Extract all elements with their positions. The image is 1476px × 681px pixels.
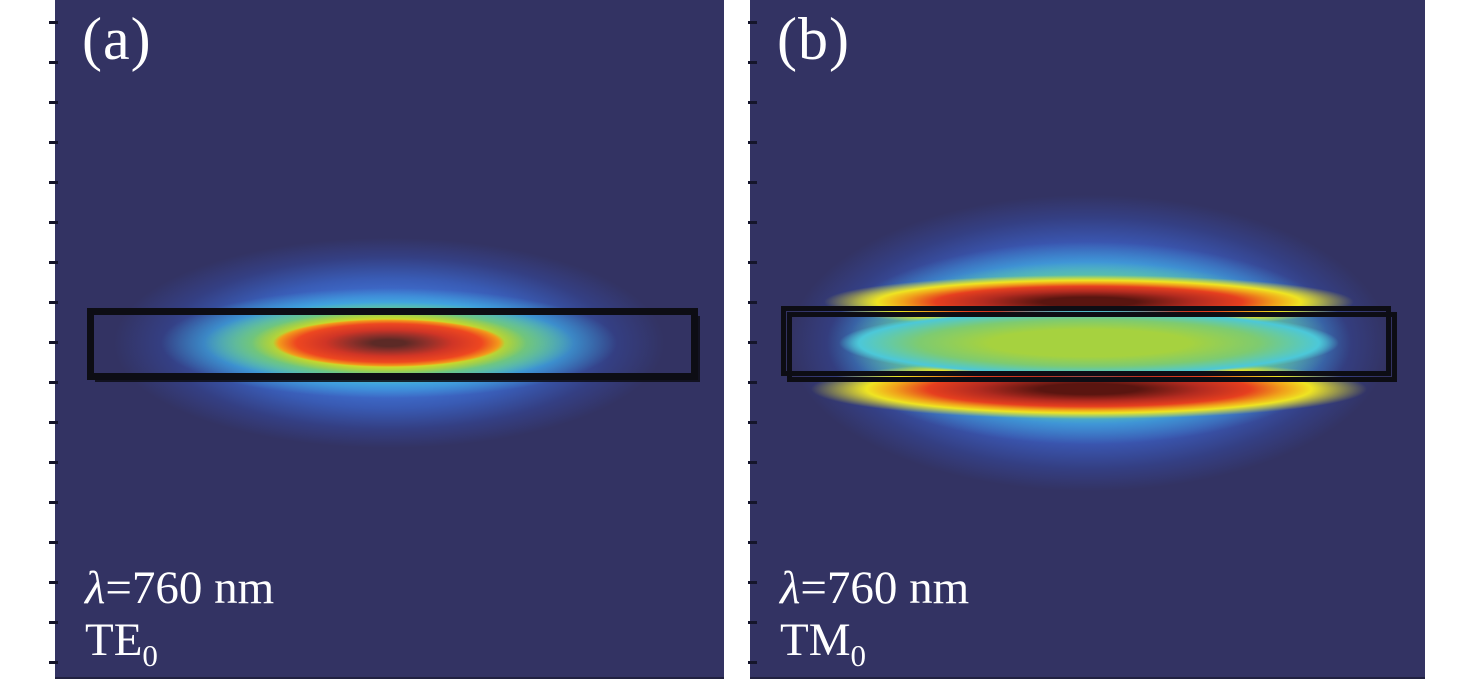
wavelength-value-a: =760 nm xyxy=(105,561,275,614)
mode-label-a: TE0 xyxy=(85,614,274,671)
waveguide-outline-b-outer xyxy=(781,306,1391,376)
panel-b-tm0-mode-map: (b) λ=760 nm TM0 xyxy=(748,0,1425,679)
mode-name-b: TM xyxy=(780,614,851,667)
lambda-symbol-a: λ xyxy=(85,561,106,614)
panel-label-a: (a) xyxy=(82,6,152,72)
mode-subscript-b: 0 xyxy=(850,638,867,674)
lambda-symbol-b: λ xyxy=(780,561,801,614)
annotation-b: λ=760 nm TM0 xyxy=(780,562,969,671)
waveguide-outline-b-inner xyxy=(787,312,1397,382)
mode-subscript-a: 0 xyxy=(142,638,158,674)
wavelength-label-b: λ=760 nm xyxy=(780,562,969,615)
mode-name-a: TE xyxy=(85,614,143,667)
mode-label-b: TM0 xyxy=(780,614,969,671)
axis-ticks-a xyxy=(49,0,58,677)
wavelength-label-a: λ=760 nm xyxy=(85,562,274,615)
annotation-a: λ=760 nm TE0 xyxy=(85,562,274,671)
waveguide-outline-a xyxy=(87,308,698,380)
wavelength-value-b: =760 nm xyxy=(800,561,970,614)
axis-ticks-b xyxy=(748,0,757,677)
panel-label-b: (b) xyxy=(777,6,850,72)
panel-a-te0-mode-map: (a) λ=760 nm TE0 xyxy=(49,0,724,679)
